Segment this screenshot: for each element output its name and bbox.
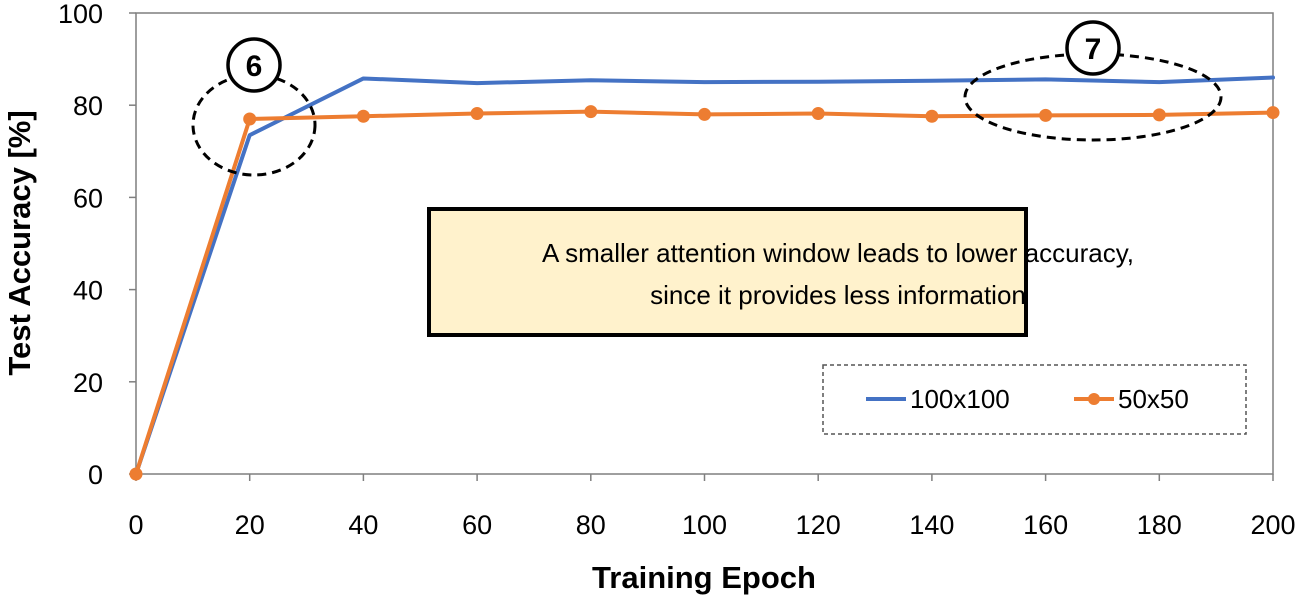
y-tick-label: 100	[58, 0, 103, 29]
series-point-50x50	[129, 467, 143, 481]
series-point-50x50	[470, 106, 484, 120]
legend: 100x100 50x50	[822, 364, 1247, 435]
series-point-50x50	[811, 106, 825, 120]
annotation-box: A smaller attention window leads to lowe…	[427, 207, 1134, 337]
y-tick-label: 20	[73, 368, 103, 398]
y-tick-label: 80	[73, 91, 103, 121]
x-tick-label: 0	[128, 510, 143, 540]
series-point-50x50	[243, 112, 257, 126]
y-axis-ticks: 0 20 40 60 80 100	[58, 0, 136, 490]
series-point-50x50	[698, 107, 711, 121]
x-tick-label: 40	[348, 510, 378, 540]
x-tick-label: 180	[1137, 510, 1182, 540]
series-point-50x50	[1152, 108, 1166, 122]
callout-7: 7	[963, 20, 1223, 142]
series-point-50x50	[1039, 108, 1053, 122]
annotation-line-2: since it provides less information	[650, 280, 1026, 310]
callout-6-number: 6	[246, 50, 263, 83]
x-tick-label: 120	[796, 510, 841, 540]
y-axis-title: Test Accuracy [%]	[2, 110, 37, 375]
callout-7-number: 7	[1085, 33, 1102, 66]
series-line-100x100	[134, 75, 1275, 476]
series-point-50x50	[584, 105, 598, 119]
y-tick-label: 60	[73, 183, 103, 213]
x-tick-label: 200	[1250, 510, 1295, 540]
x-tick-label: 140	[909, 510, 954, 540]
x-axis-ticks: 0 20 40 60 80 100 120 140 160 180 200	[128, 474, 1296, 540]
annotation-line-1: A smaller attention window leads to lowe…	[542, 238, 1134, 268]
series-point-50x50	[1266, 106, 1280, 120]
callout-7-badge	[1065, 20, 1121, 76]
x-tick-label: 80	[576, 510, 606, 540]
annotation-background	[427, 207, 1028, 337]
x-axis-title: Training Epoch	[592, 560, 816, 595]
x-tick-label: 60	[462, 510, 492, 540]
series-point-50x50	[925, 109, 939, 123]
legend-marker-50x50	[1088, 393, 1100, 405]
x-tick-label: 20	[235, 510, 265, 540]
series-point-50x50	[356, 109, 370, 123]
x-tick-label: 160	[1023, 510, 1068, 540]
legend-label-50x50: 50x50	[1118, 384, 1189, 414]
legend-label-100x100: 100x100	[910, 384, 1010, 414]
callout-6: 6	[191, 37, 317, 177]
series-group	[129, 75, 1280, 481]
y-tick-label: 40	[73, 276, 103, 306]
y-tick-label: 0	[88, 460, 103, 490]
callout-6-badge	[226, 37, 282, 93]
x-tick-label: 100	[682, 510, 727, 540]
